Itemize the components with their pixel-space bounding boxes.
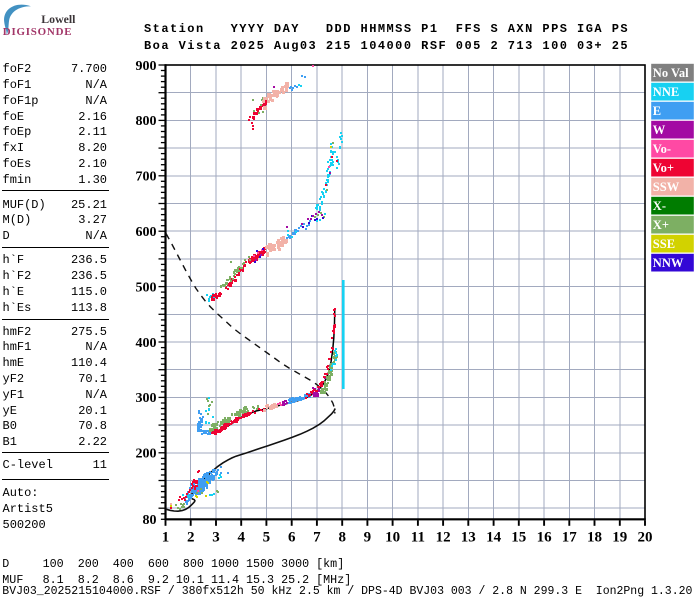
svg-text:2: 2 (187, 530, 195, 546)
svg-text:6: 6 (288, 530, 296, 546)
svg-text:W: W (653, 123, 666, 137)
svg-text:10: 10 (385, 530, 400, 546)
svg-text:7: 7 (313, 530, 321, 546)
svg-text:12: 12 (436, 530, 451, 546)
svg-text:13: 13 (461, 530, 476, 546)
svg-text:NNW: NNW (653, 256, 684, 270)
svg-text:3: 3 (212, 530, 220, 546)
svg-text:8: 8 (338, 530, 346, 546)
svg-text:No Val: No Val (653, 66, 689, 80)
svg-text:Vo+: Vo+ (653, 161, 674, 175)
svg-text:E: E (653, 104, 661, 118)
svg-text:SSW: SSW (653, 180, 680, 194)
svg-text:19: 19 (612, 530, 627, 546)
svg-text:14: 14 (486, 530, 502, 546)
svg-text:11: 11 (411, 530, 425, 546)
svg-text:700: 700 (136, 170, 157, 185)
svg-text:4: 4 (237, 530, 245, 546)
svg-text:18: 18 (587, 530, 602, 546)
svg-text:SSE: SSE (653, 237, 675, 251)
svg-text:400: 400 (136, 336, 157, 351)
svg-text:5: 5 (263, 530, 271, 546)
svg-text:9: 9 (364, 530, 372, 546)
svg-text:500: 500 (136, 280, 157, 295)
svg-text:200: 200 (136, 447, 157, 462)
svg-text:1: 1 (162, 530, 170, 546)
svg-text:600: 600 (136, 225, 157, 240)
svg-text:800: 800 (136, 114, 157, 129)
svg-text:X+: X+ (653, 218, 669, 232)
svg-text:Vo-: Vo- (653, 142, 671, 156)
svg-text:Lowell: Lowell (41, 12, 76, 26)
svg-text:20: 20 (638, 530, 653, 546)
svg-text:DIGISONDE: DIGISONDE (3, 26, 73, 38)
svg-text:X-: X- (653, 199, 666, 213)
svg-text:16: 16 (537, 530, 553, 546)
svg-text:NNE: NNE (653, 85, 679, 99)
svg-text:80: 80 (143, 513, 157, 528)
svg-text:300: 300 (136, 391, 157, 406)
svg-text:17: 17 (562, 530, 578, 546)
svg-text:900: 900 (136, 59, 157, 74)
svg-text:15: 15 (511, 530, 526, 546)
